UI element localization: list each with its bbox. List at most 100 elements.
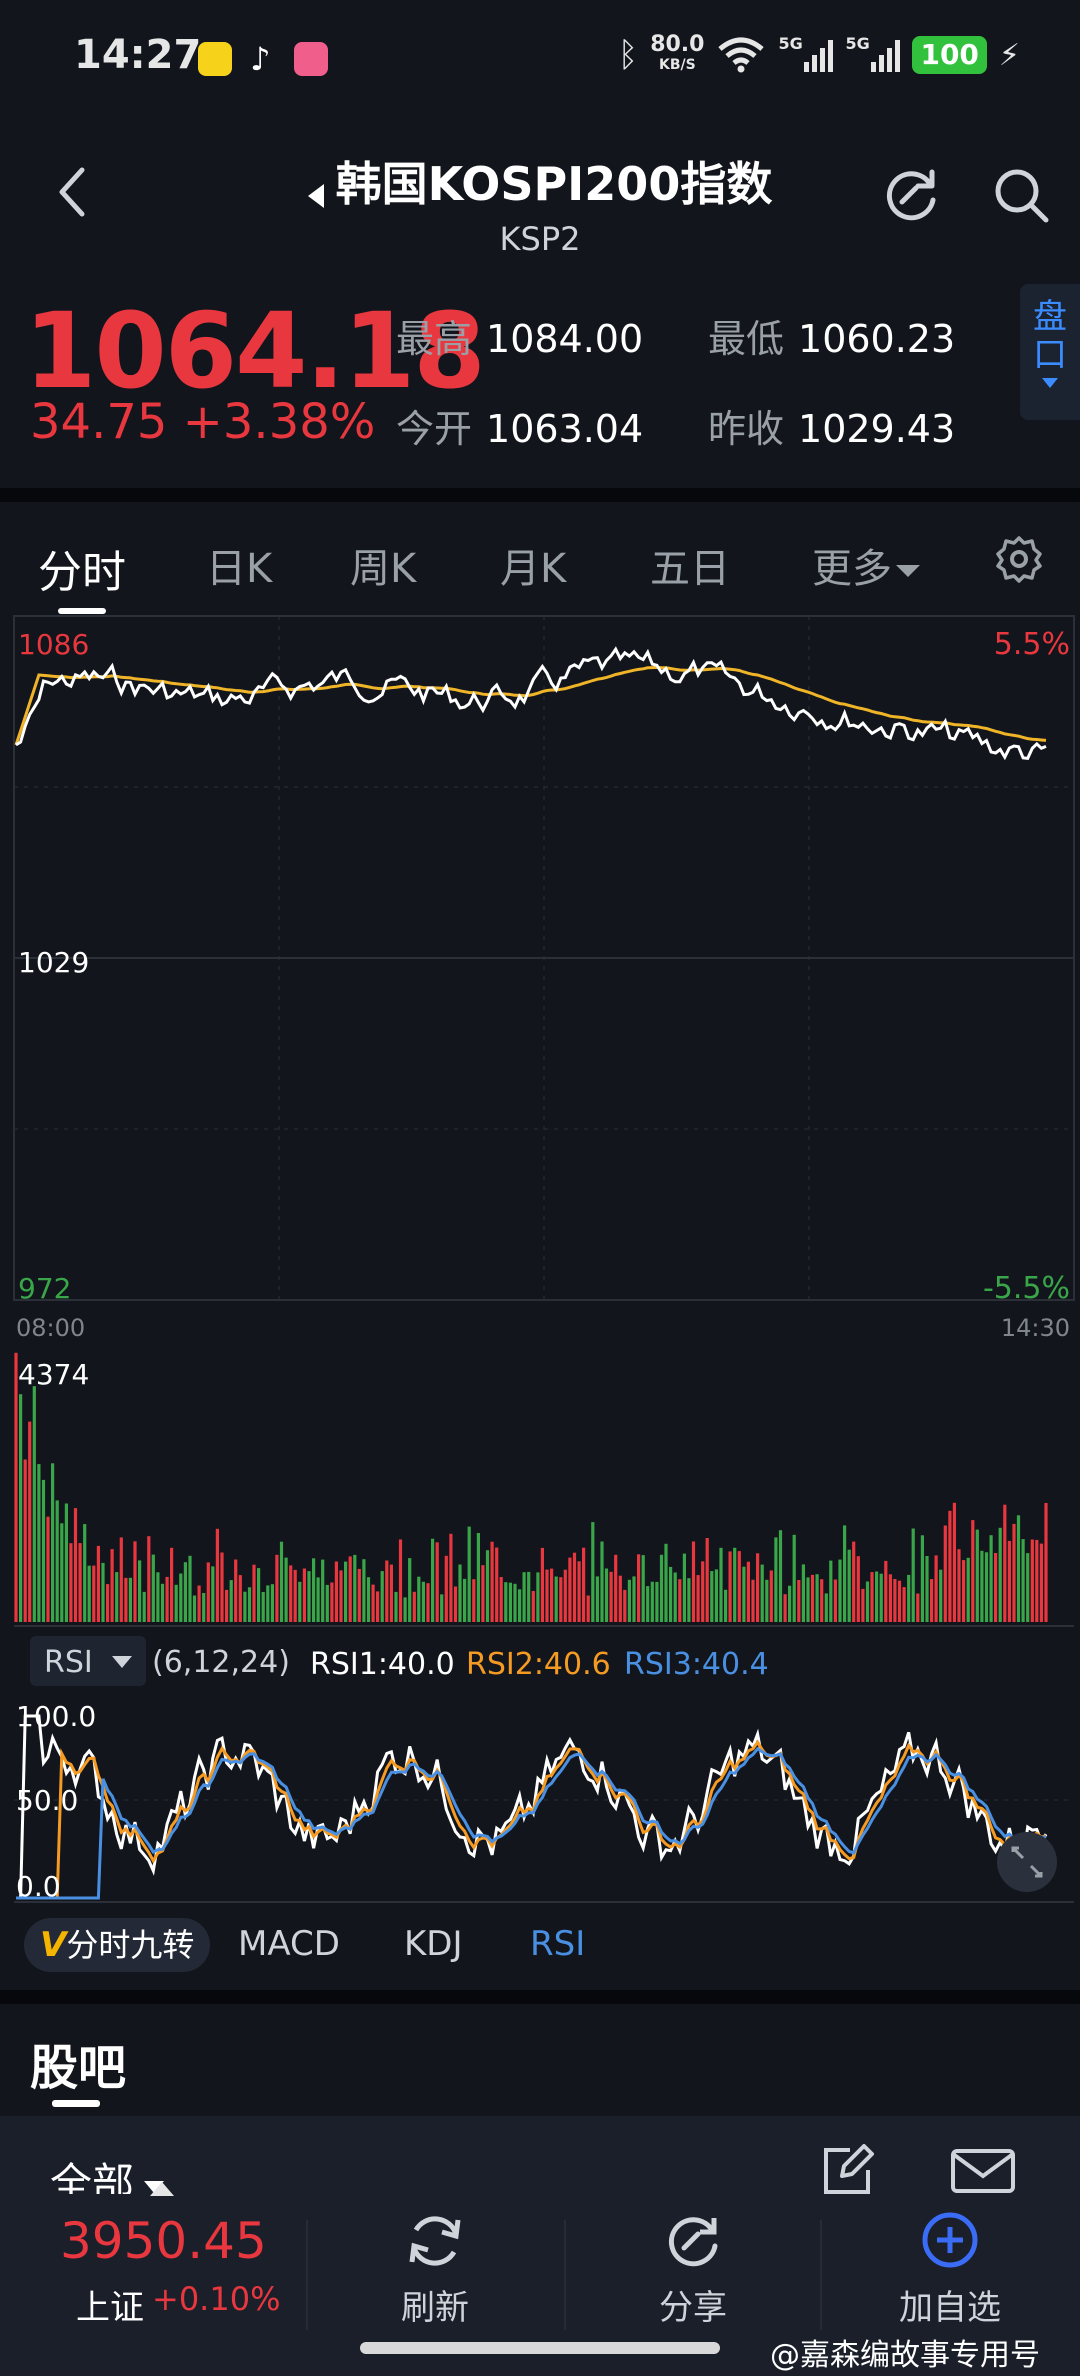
volume-bar [60,1523,64,1622]
volume-bar [55,1500,59,1622]
refresh-button[interactable]: 刷新 [401,2288,469,2328]
home-indicator[interactable] [360,2342,720,2354]
volume-bar [435,1542,439,1622]
volume-bar [522,1572,526,1622]
volume-bar [211,1566,215,1622]
volume-bar [742,1566,746,1622]
rsi1-line [16,1714,1048,1900]
index-ticker-change: +0.10% [152,2280,281,2318]
volume-bar [156,1572,160,1622]
tab-monthly-k[interactable]: 月K [500,546,567,592]
forum-title[interactable]: 股吧 [30,2040,127,2096]
volume-bar [376,1591,380,1622]
volume-bar [174,1584,178,1622]
volume-bar [838,1559,842,1622]
volume-bar [563,1569,567,1622]
volume-bar [472,1579,476,1622]
tab-five-day[interactable]: 五日 [650,546,730,592]
volume-bar [971,1520,975,1622]
volume-bar [678,1579,682,1622]
volume-bar [582,1547,586,1622]
volume-bar [293,1569,297,1622]
volume-bar [202,1593,206,1622]
volume-bar [339,1570,343,1622]
share-icon[interactable] [662,2210,724,2272]
volume-bar [856,1556,860,1622]
volume-bar [824,1593,828,1622]
tab-intraday[interactable]: 分时 [38,547,126,598]
add-watchlist-icon[interactable] [920,2210,980,2270]
volume-bar [609,1571,613,1622]
volume-bar [444,1555,448,1622]
header-title-block[interactable]: 韩国KOSPI200指数 KSP2 [0,148,1080,258]
tab-weekly-k[interactable]: 周K [350,546,417,592]
add-watchlist-button[interactable]: 加自选 [899,2288,1001,2328]
volume-bar [69,1543,73,1622]
volume-bar [554,1576,558,1622]
indicator-jiuzhuan-tab[interactable]: V分时九转 [24,1918,211,1972]
volume-bar [847,1549,851,1622]
volume-bar [421,1581,425,1622]
tab-active-indicator [58,608,106,614]
edit-post-icon[interactable] [820,2144,876,2194]
last-price: 1064.18 [24,290,486,412]
divider [820,2220,822,2330]
volume-bar [380,1571,384,1622]
status-time: 14:27 [74,32,202,78]
volume-bar [41,1479,46,1622]
volume-bar [810,1574,815,1622]
tab-more[interactable]: 更多 [812,536,920,594]
refresh-icon[interactable] [880,164,942,226]
rsi-0-label: 0.0 [16,1870,61,1903]
chart-grid [13,615,1075,1903]
y-axis-top-label: 1086 [18,628,89,661]
volume-bar [119,1537,123,1622]
rsi-params: (6,12,24) [152,1645,290,1680]
refresh-icon[interactable] [404,2210,466,2272]
volume-bar [220,1552,224,1622]
volume-bar [64,1503,68,1622]
status-icons: ᛒ 80.0 KB/S 5G 5G 100 ⚡ [618,30,1020,80]
volume-bar [852,1541,856,1622]
caret-up-icon [150,2182,174,2196]
indicator-rsi-tab[interactable]: RSI [530,1924,586,1964]
settings-icon[interactable] [994,534,1044,584]
search-icon[interactable] [990,164,1052,226]
back-icon[interactable] [52,162,92,222]
volume-bar [632,1576,636,1622]
order-book-button[interactable]: 盘口 [1020,284,1080,420]
rsi2-value: RSI2:40.6 [466,1647,611,1682]
intraday-chart[interactable]: 1086 1029 972 5.5% -5.5% 08:00 14:30 437… [0,614,1080,1904]
indicator-macd-tab[interactable]: MACD [238,1924,340,1964]
volume-bar [769,1570,773,1622]
indicator-kdj-tab[interactable]: KDJ [404,1924,463,1964]
volume-bar [696,1575,700,1622]
volume-bar [939,1569,943,1622]
volume-bar [78,1543,82,1622]
rsi-selector[interactable] [30,1636,146,1686]
volume-bar [1039,1543,1043,1622]
volume-bar [110,1549,114,1622]
volume-bar [270,1584,274,1622]
volume-bar [73,1508,78,1622]
volume-bar [398,1539,403,1622]
fullscreen-button[interactable] [997,1832,1057,1892]
volume-bar [925,1556,929,1622]
volume-bar [28,1421,32,1622]
wifi-icon [718,37,765,73]
volume-bar [897,1580,902,1622]
divider [0,1990,1080,2004]
volume-bar [760,1564,764,1622]
share-button[interactable]: 分享 [659,2288,727,2328]
volume-max-label: 4374 [18,1358,89,1391]
volume-bar [247,1587,252,1622]
message-icon[interactable] [950,2148,1016,2194]
charging-icon: ⚡ [998,37,1020,73]
volume-bar [133,1541,137,1622]
volume-bar [902,1587,906,1622]
volume-bar [275,1554,279,1622]
tab-daily-k[interactable]: 日K [206,546,273,592]
volume-bar [170,1547,174,1622]
index-ticker-value[interactable]: 3950.45 [60,2212,267,2270]
volume-bar [417,1576,421,1622]
